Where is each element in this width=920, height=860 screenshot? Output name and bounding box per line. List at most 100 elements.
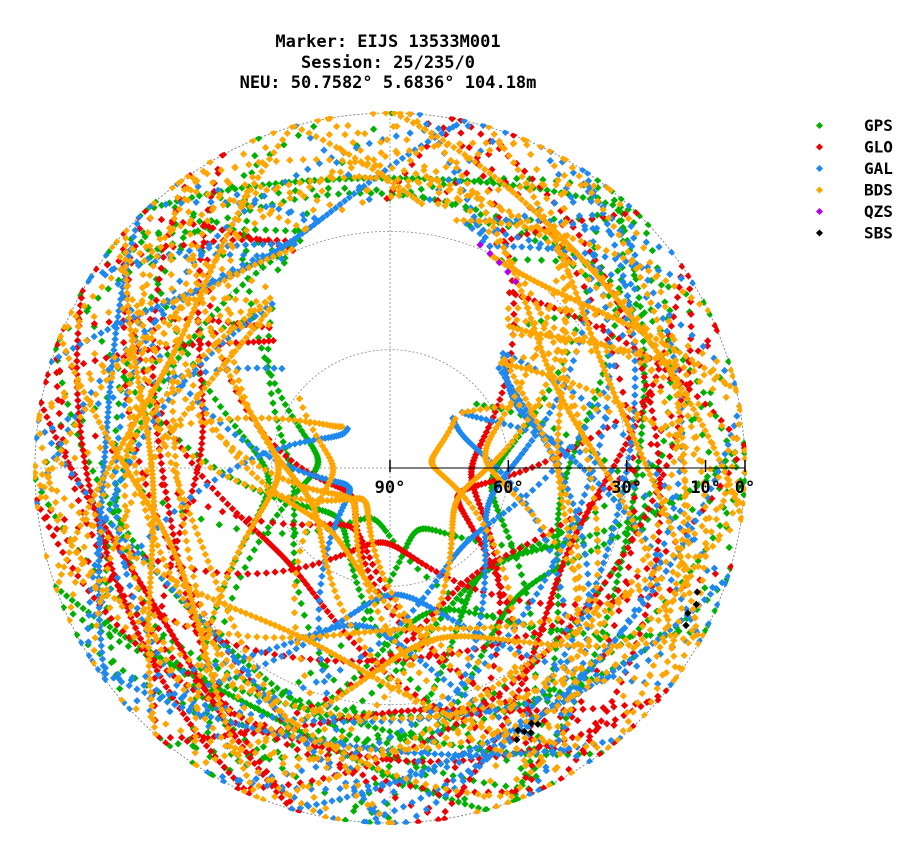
series-gps-point (341, 184, 349, 192)
series-gps-point (323, 191, 332, 199)
series-glo-point (197, 445, 205, 454)
series-gal-point (427, 666, 436, 674)
series-gps-point (461, 800, 469, 808)
series-gps-point (554, 368, 562, 377)
series-glo-point (397, 707, 406, 715)
series-gal-point (631, 383, 639, 391)
series-gps-point (272, 226, 280, 234)
series-gps-point (232, 583, 240, 591)
series-gps-point (357, 592, 366, 600)
series-glo-point (678, 262, 686, 270)
series-glo-point (74, 396, 82, 405)
series-gps-point (598, 628, 607, 636)
series-gal-point (114, 313, 122, 321)
series-glo-point (579, 705, 587, 713)
series-glo-point (298, 521, 306, 529)
series-gps-point (294, 131, 303, 140)
series-glo-point (423, 617, 431, 625)
series-glo-point (434, 816, 442, 824)
series-gal-point (47, 439, 56, 447)
series-gps-point (332, 705, 341, 713)
series-glo-point (293, 745, 301, 754)
series-gal-point (422, 661, 430, 669)
series-gal-point (519, 610, 528, 619)
series-gps-point (554, 600, 562, 608)
series-gal-point (94, 665, 102, 674)
series-gps-point (724, 357, 733, 366)
series-glo-point (652, 432, 660, 440)
series-gps-point (262, 226, 270, 234)
series-gal-point (481, 579, 489, 587)
series-gps-point (369, 125, 378, 133)
series-gal-point (479, 121, 487, 130)
series-gal-point (522, 491, 531, 500)
series-glo-point (370, 774, 379, 782)
series-gps-point (587, 547, 595, 555)
series-gps-point (129, 536, 137, 545)
series-gal-point (720, 366, 729, 375)
series-gps-point (360, 615, 368, 623)
series-glo-point (622, 339, 631, 347)
series-gal-point (375, 639, 383, 648)
series-gps-point (535, 540, 543, 548)
series-gps-point (515, 562, 523, 570)
series-gal-point (392, 132, 400, 140)
series-gal-point (166, 707, 174, 716)
chart-title-line: Session: 25/235/0 (301, 53, 475, 73)
series-gps-point (73, 631, 81, 639)
series-gal-point (97, 329, 105, 337)
series-gal-point (525, 236, 533, 244)
series-glo-point (73, 357, 81, 365)
series-gps-point (274, 387, 283, 395)
series-glo-point (403, 637, 411, 645)
series-gal-point (312, 763, 320, 771)
series-gal-point (677, 321, 685, 329)
series-gal-point (597, 566, 605, 574)
series-gps-point (648, 246, 657, 255)
series-gps-point (505, 533, 513, 541)
series-glo-point (190, 481, 198, 489)
series-gps-point (537, 256, 546, 264)
series-gps-point (245, 554, 254, 563)
series-glo-point (666, 452, 674, 461)
series-gps-point (290, 511, 298, 519)
series-gps-point (613, 467, 622, 475)
series-gps-point (280, 141, 288, 149)
series-gps-point (705, 448, 713, 456)
series-glo-point (523, 230, 531, 238)
series-gps-point (550, 424, 558, 433)
series-gps-point (613, 578, 621, 586)
series-gps-point (550, 654, 559, 663)
series-gps-point (137, 238, 146, 246)
series-gal-point (96, 377, 104, 385)
series-glo-point (244, 570, 252, 578)
series-gal-point (336, 785, 344, 793)
series-gps-point (637, 430, 646, 438)
series-gps-point (482, 805, 491, 814)
series-gps-point (241, 563, 249, 572)
series-glo-point (223, 500, 232, 508)
series-glo-point (610, 621, 619, 630)
series-gps-point (264, 345, 272, 353)
series-gps-point (300, 611, 309, 619)
series-gps-point (295, 678, 303, 686)
series-gps-point (586, 750, 594, 758)
series-gps-point (460, 795, 469, 803)
series-gps-point (367, 615, 375, 623)
series-gal-point (444, 176, 452, 184)
series-glo-point (647, 440, 655, 448)
series-gps-point (550, 187, 558, 196)
series-gps-point (665, 393, 674, 402)
series-glo-point (53, 525, 61, 533)
series-gal-point (545, 409, 554, 417)
series-gps-point (371, 724, 380, 732)
series-glo-point (52, 433, 60, 442)
series-gal-point (114, 434, 123, 442)
series-gps-point (85, 458, 93, 466)
series-gps-point (113, 413, 121, 421)
series-glo-point (616, 375, 624, 383)
series-gal-point (195, 487, 203, 495)
series-gal-point (312, 800, 321, 809)
series-gps-point (330, 676, 338, 684)
series-gps-point (89, 467, 97, 475)
